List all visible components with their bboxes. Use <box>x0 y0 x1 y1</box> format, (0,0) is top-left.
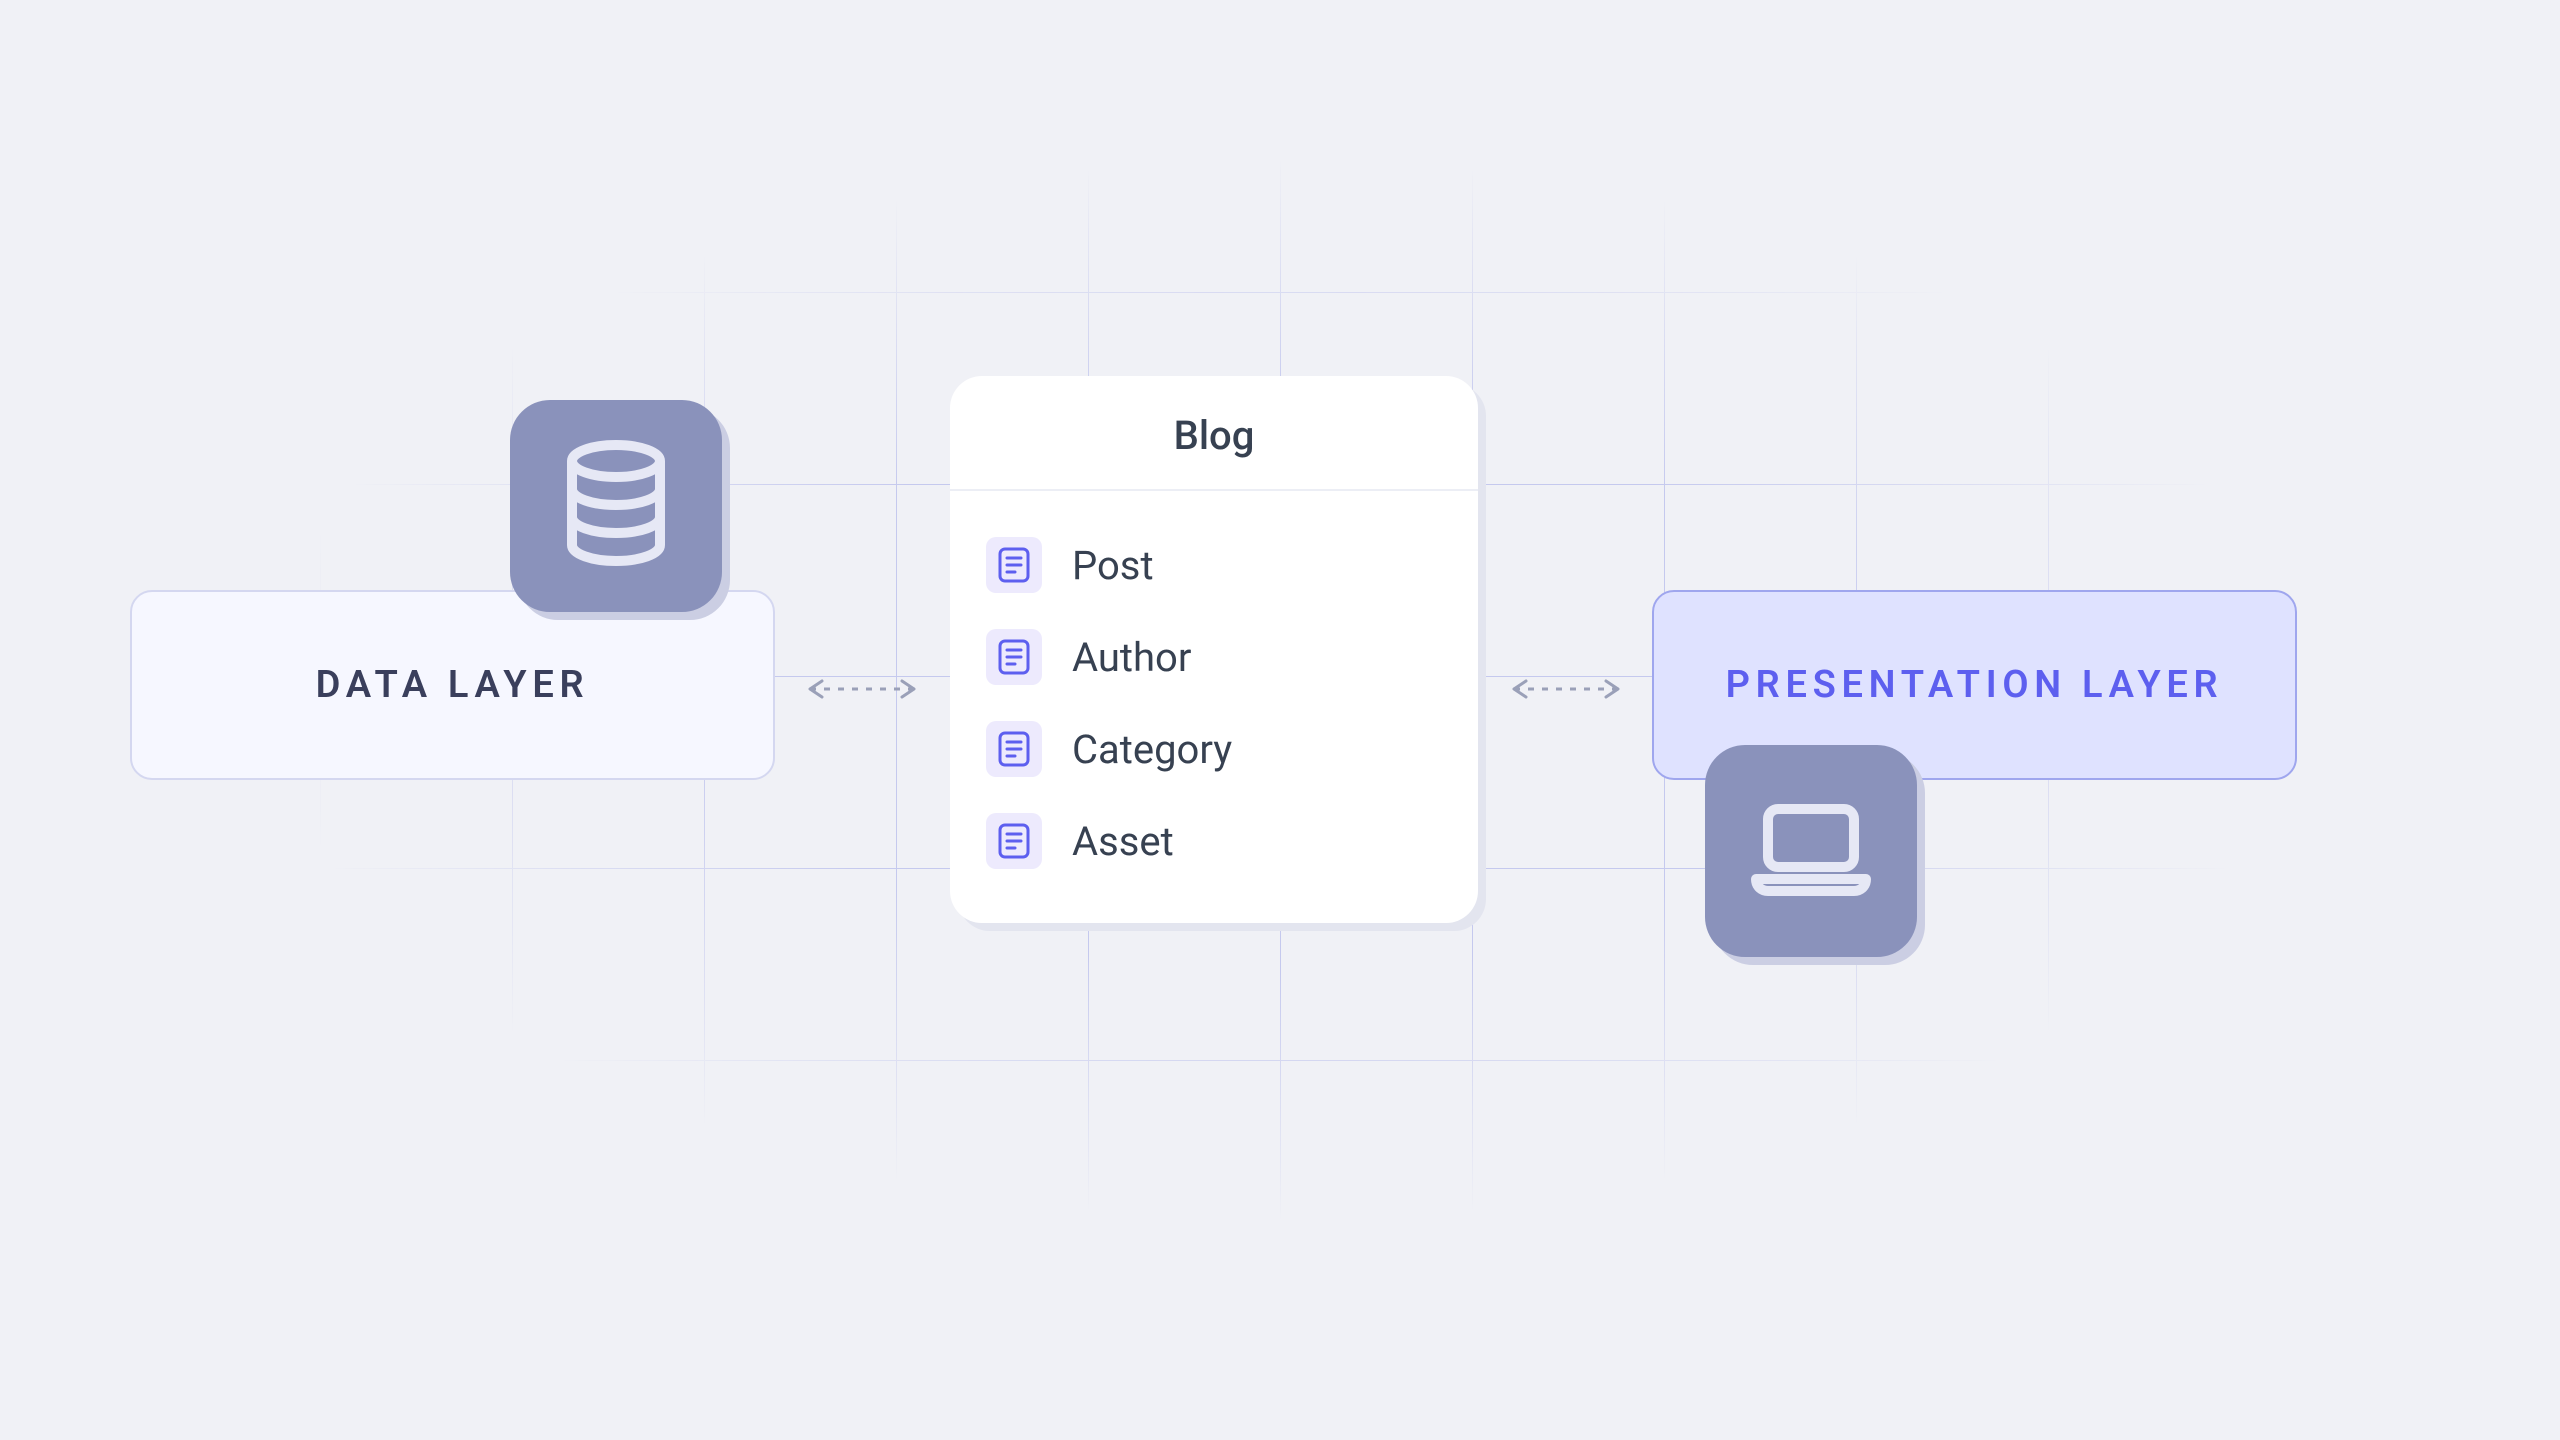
blog-card-body: Post Author <box>950 491 1478 923</box>
blog-card: Blog Post <box>950 376 1478 923</box>
database-icon-tile <box>510 400 722 612</box>
connector-left <box>792 672 932 706</box>
diagram-stage: DATA LAYER Blog <box>0 0 2560 1440</box>
card-item-label: Post <box>1072 542 1154 589</box>
card-item-asset: Asset <box>986 795 1442 887</box>
connector-right <box>1496 672 1636 706</box>
database-icon <box>561 439 671 573</box>
laptop-icon-tile <box>1705 745 1917 957</box>
card-item-label: Category <box>1072 726 1232 773</box>
presentation-layer-label: PRESENTATION LAYER <box>1726 663 2224 707</box>
card-item-label: Asset <box>1072 818 1174 865</box>
document-icon <box>986 537 1042 593</box>
document-icon <box>986 721 1042 777</box>
card-item-author: Author <box>986 611 1442 703</box>
laptop-icon <box>1746 799 1876 903</box>
card-item-label: Author <box>1072 634 1191 681</box>
data-layer-label: DATA LAYER <box>316 663 590 707</box>
card-item-post: Post <box>986 519 1442 611</box>
blog-card-title: Blog <box>950 376 1478 491</box>
data-layer-box: DATA LAYER <box>130 590 775 780</box>
document-icon <box>986 813 1042 869</box>
document-icon <box>986 629 1042 685</box>
card-item-category: Category <box>986 703 1442 795</box>
